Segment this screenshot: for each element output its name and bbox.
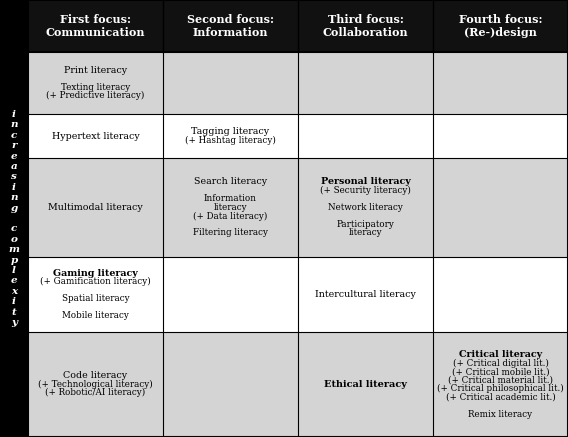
Text: (+ Robotic/AI literacy): (+ Robotic/AI literacy) [45,388,145,398]
Text: Code literacy: Code literacy [64,371,128,381]
Text: i
n
c
r
e
a
s
i
n
g

c
o
m
p
l
e
x
i
t
y: i n c r e a s i n g c o m p l e x i t y [9,110,19,327]
Bar [28,114,568,158]
Bar [28,52,568,114]
Text: (+ Predictive literacy): (+ Predictive literacy) [47,91,145,101]
Text: literacy: literacy [349,229,382,237]
Text: First focus:
Communication: First focus: Communication [46,14,145,38]
Text: Remix literacy: Remix literacy [469,409,533,419]
Text: Network literacy: Network literacy [328,203,403,212]
Text: Intercultural literacy: Intercultural literacy [315,290,416,299]
Bar [28,257,568,332]
Text: Hypertext literacy: Hypertext literacy [52,132,139,141]
Text: Multimodal literacy: Multimodal literacy [48,203,143,212]
Text: Gaming literacy: Gaming literacy [53,269,138,277]
Text: (+ Critical philosophical lit.): (+ Critical philosophical lit.) [437,384,564,393]
Text: Tagging literacy: Tagging literacy [191,127,270,136]
Text: (+ Gamification literacy): (+ Gamification literacy) [40,277,151,286]
Text: Print literacy: Print literacy [64,66,127,75]
Text: Fourth focus:
(Re-)design: Fourth focus: (Re-)design [459,14,542,38]
Text: Texting literacy: Texting literacy [61,83,130,92]
Text: Second focus:
Information: Second focus: Information [187,14,274,38]
Text: Filtering literacy: Filtering literacy [193,229,268,237]
Text: (+ Critical academic lit.): (+ Critical academic lit.) [446,393,556,402]
Text: Personal literacy: Personal literacy [320,177,410,187]
Text: Information: Information [204,194,257,204]
Text: (+ Technological literacy): (+ Technological literacy) [38,380,153,389]
Text: Mobile literacy: Mobile literacy [62,311,129,320]
Bar [28,0,568,52]
Text: Ethical literacy: Ethical literacy [324,380,407,389]
Bar [0,0,28,437]
Text: Third focus:
Collaboration: Third focus: Collaboration [323,14,408,38]
Text: Search literacy: Search literacy [194,177,267,187]
Text: (+ Critical material lit.): (+ Critical material lit.) [448,376,553,385]
Text: (+ Critical mobile lit.): (+ Critical mobile lit.) [452,367,549,376]
Text: literacy: literacy [214,203,247,212]
Bar [28,158,568,257]
Text: (+ Hashtag literacy): (+ Hashtag literacy) [185,136,276,145]
Text: (+ Data literacy): (+ Data literacy) [193,212,268,221]
Text: (+ Security literacy): (+ Security literacy) [320,186,411,195]
Text: (+ Critical digital lit.): (+ Critical digital lit.) [453,359,549,368]
Text: Participatory: Participatory [337,220,394,229]
Bar [28,332,568,437]
Text: Critical literacy: Critical literacy [459,350,542,359]
Text: Spatial literacy: Spatial literacy [62,294,130,303]
